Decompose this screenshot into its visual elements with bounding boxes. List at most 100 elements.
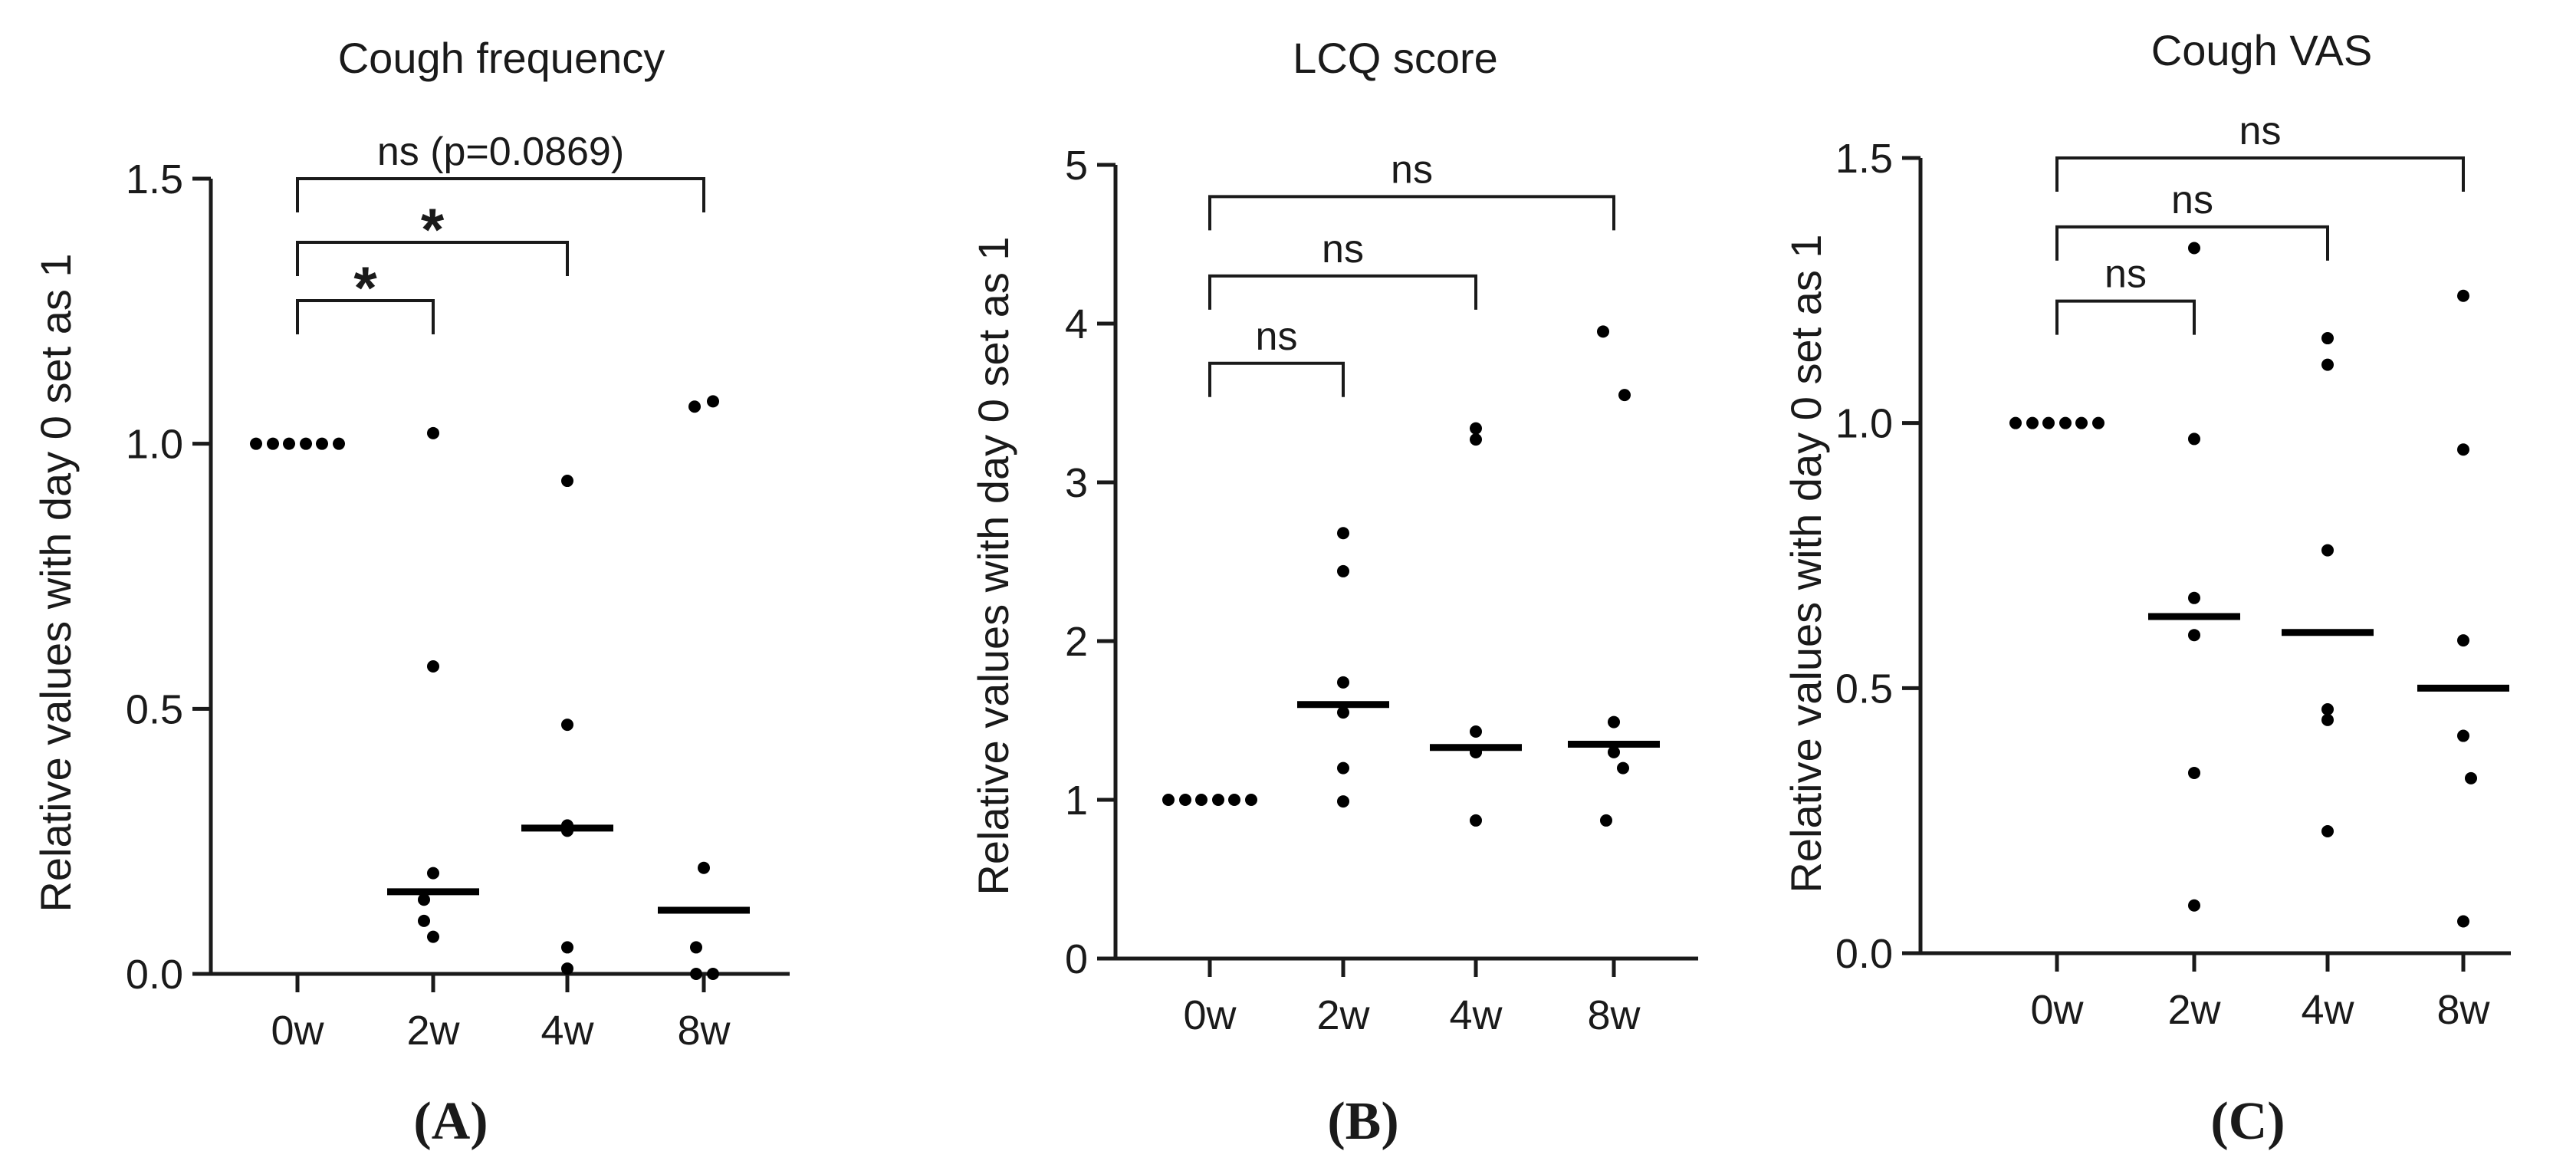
panel-c-data-point — [2075, 416, 2088, 429]
panel-c-data-point — [2092, 416, 2104, 429]
panel-b-significance-label: ns — [1256, 314, 1298, 359]
panel-c-data-point — [2188, 629, 2200, 642]
panel-a-significance-bracket — [296, 177, 705, 212]
panel-b-significance-label: ns — [1322, 227, 1364, 271]
panel-b-lcq-score: LCQ score Relative values with day 0 set… — [969, 34, 1698, 1151]
panel-b-y-tick-label: 2 — [1065, 619, 1088, 665]
panel-c-significance-label: ns — [2104, 252, 2147, 297]
panel-a-data-point — [427, 660, 439, 673]
panel-b-data-point — [1608, 715, 1620, 729]
panel-b-data-point — [1337, 706, 1349, 719]
panel-a-significance-bracket — [296, 240, 569, 276]
panel-b-data-point — [1608, 745, 1620, 758]
panel-c-data-point — [2457, 443, 2469, 456]
panel-a-data-point — [561, 962, 573, 975]
panel-a-data-point — [427, 930, 439, 943]
panel-c-data-point — [2465, 771, 2477, 784]
panel-a-data-point — [690, 941, 702, 954]
panel-a-x-tick-label: 2w — [406, 1008, 460, 1054]
panel-a-y-tick-label: 0.5 — [126, 686, 183, 732]
panel-b-y-tick-label: 5 — [1065, 143, 1088, 189]
panel-c-significance-bracket — [2055, 225, 2329, 261]
panel-a-data-point — [688, 400, 701, 413]
panel-a-data-point — [300, 437, 312, 450]
panel-b-data-point — [1470, 433, 1482, 446]
panel-b-data-point — [1597, 325, 1609, 338]
panel-c-significance-label: ns — [2171, 178, 2213, 222]
panel-b-data-point — [1617, 761, 1629, 775]
panel-a-significance-bracket — [296, 299, 435, 335]
panel-c-x-tick-label: 0w — [2030, 987, 2084, 1033]
panel-b-data-point — [1600, 814, 1612, 827]
panel-b-significance-bracket — [1208, 195, 1615, 231]
panel-a-data-point — [427, 867, 439, 880]
panel-b-data-point — [1337, 761, 1349, 775]
panel-c-data-point — [2457, 289, 2469, 302]
panel-a-data-point — [707, 395, 719, 408]
panel-c-letter: (C) — [2210, 1092, 2285, 1151]
panel-b-significance-label: ns — [1391, 147, 1433, 192]
panel-b-y-tick-label: 1 — [1065, 778, 1088, 824]
panel-a-y-tick-label: 0.0 — [126, 952, 183, 998]
panel-a-data-point — [316, 437, 328, 450]
panel-a-data-point — [690, 968, 702, 980]
panel-c-x-tick-label: 8w — [2436, 987, 2490, 1033]
panel-a-plot-area: 0.0 0.5 1.0 1.5 0w 2w 4w 8w * * ns (p=0.0869) — [126, 130, 790, 1054]
panel-b-x-tick-label: 4w — [1449, 992, 1503, 1038]
panel-c-data-point — [2457, 634, 2469, 647]
panel-c-data-point — [2188, 766, 2200, 779]
panel-c-data-point — [2457, 915, 2469, 928]
panel-a-data-point — [333, 437, 345, 450]
panel-c-title: Cough VAS — [2151, 26, 2372, 74]
panel-a-x-tick-label: 4w — [540, 1008, 594, 1054]
panel-a-data-point — [427, 426, 439, 439]
panel-c-data-point — [2321, 332, 2334, 345]
panel-c-data-point — [2042, 416, 2055, 429]
panel-a-data-point — [267, 437, 279, 450]
panel-c-y-axis-label: Relative values with day 0 set as 1 — [1782, 234, 1830, 893]
panel-a-cough-frequency: Cough frequency Relative values with day… — [31, 34, 790, 1151]
panel-a-significance-label: ns (p=0.0869) — [377, 130, 624, 174]
panel-b-data-point — [1470, 422, 1482, 435]
panel-b-data-point — [1212, 794, 1224, 806]
panel-b-y-tick-label: 0 — [1065, 936, 1088, 982]
panel-c-significance-label: ns — [2239, 109, 2282, 153]
panel-a-data-point — [707, 968, 719, 980]
panel-c-x-tick-label: 2w — [2167, 987, 2221, 1033]
panel-b-x-tick-label: 2w — [1316, 992, 1370, 1038]
panel-a-data-point — [561, 719, 573, 732]
panel-b-significance-bracket — [1208, 274, 1477, 310]
panel-a-data-point — [561, 475, 573, 488]
panel-c-cough-vas: Cough VAS Relative values with day 0 set… — [1782, 26, 2511, 1151]
panel-c-data-point — [2321, 544, 2334, 557]
panel-b-data-point — [1162, 794, 1175, 806]
panel-c-data-point — [2188, 591, 2200, 604]
panel-a-y-axis-label: Relative values with day 0 set as 1 — [31, 253, 80, 912]
panel-c-data-point — [2059, 416, 2072, 429]
panel-c-data-point — [2457, 729, 2469, 742]
panel-b-data-point — [1618, 389, 1631, 402]
panel-a-title: Cough frequency — [338, 34, 665, 82]
panel-b-data-point — [1470, 814, 1482, 827]
panel-c-y-tick-label: 1.0 — [1835, 401, 1893, 447]
panel-c-data-point — [2026, 416, 2039, 429]
panel-c-data-point — [2321, 713, 2334, 726]
panel-c-data-point — [2321, 702, 2334, 715]
panel-c-x-tick-label: 4w — [2301, 987, 2354, 1033]
panel-c-data-point — [2321, 358, 2334, 371]
panel-b-data-point — [1337, 527, 1349, 540]
panel-c-y-tick-label: 0.0 — [1835, 931, 1893, 977]
panel-b-letter: (B) — [1327, 1092, 1398, 1151]
panel-c-y-tick-label: 1.5 — [1835, 136, 1893, 182]
panel-b-data-point — [1179, 794, 1191, 806]
panel-a-x-tick-label: 8w — [677, 1008, 731, 1054]
panel-c-data-point — [2188, 242, 2200, 255]
panel-b-data-point — [1195, 794, 1208, 806]
panel-b-data-point — [1245, 794, 1257, 806]
panel-c-significance-bracket — [2055, 156, 2465, 192]
panel-a-significance-label: * — [421, 196, 445, 263]
panel-a-x-tick-label: 0w — [271, 1008, 324, 1054]
